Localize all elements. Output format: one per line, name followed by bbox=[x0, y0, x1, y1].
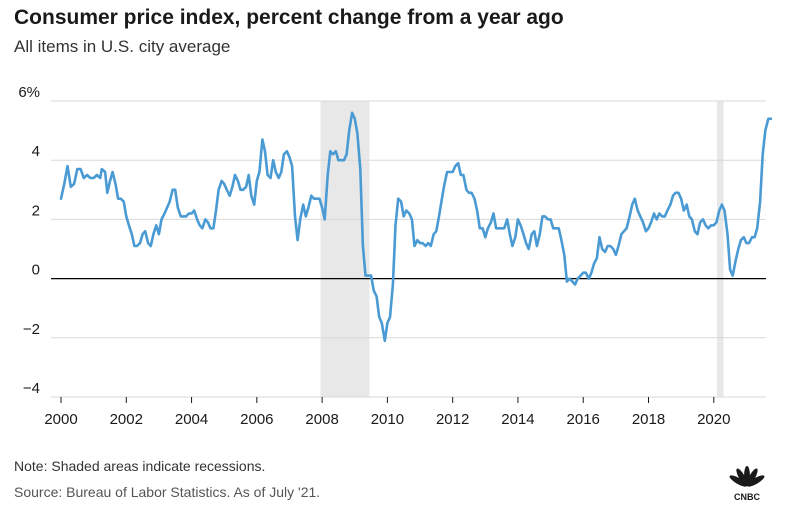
chart-subtitle: All items in U.S. city average bbox=[14, 37, 231, 56]
recession-band bbox=[717, 101, 724, 397]
cnbc-peacock-logo-icon: CNBC bbox=[729, 466, 765, 502]
source-note: Source: Bureau of Labor Statistics. As o… bbox=[14, 484, 321, 500]
x-tick-label: 2018 bbox=[632, 411, 665, 428]
cpi-series-line bbox=[59, 111, 773, 343]
chart-title: Consumer price index, percent change fro… bbox=[14, 6, 564, 29]
x-tick-label: 2020 bbox=[697, 411, 730, 428]
series-line-group bbox=[59, 111, 773, 343]
recession-note: Note: Shaded areas indicate recessions. bbox=[14, 458, 266, 474]
x-tick-label: 2010 bbox=[371, 411, 404, 428]
x-tick-label: 2016 bbox=[567, 411, 600, 428]
x-tick-label: 2004 bbox=[175, 411, 208, 428]
x-tick-label: 2008 bbox=[305, 411, 338, 428]
y-tick-labels-group: −4 −2 0 2 4 6% bbox=[18, 84, 40, 397]
x-tick-label: 2014 bbox=[501, 411, 534, 428]
gridlines-group bbox=[51, 100, 766, 398]
y-tick-label: 0 bbox=[32, 262, 40, 279]
logo-text: CNBC bbox=[734, 492, 760, 502]
y-tick-label: 6% bbox=[18, 84, 40, 101]
y-tick-label: −2 bbox=[23, 321, 40, 338]
y-tick-label: 2 bbox=[32, 202, 40, 219]
x-tick-label: 2000 bbox=[44, 411, 77, 428]
x-tick-labels-group: 2000 2002 2004 2006 2008 2010 2012 2014 2016 2018… bbox=[44, 397, 730, 428]
recession-shading-group bbox=[320, 101, 724, 397]
x-tick-label: 2006 bbox=[240, 411, 273, 428]
x-tick-label: 2012 bbox=[436, 411, 469, 428]
x-tick-label: 2002 bbox=[110, 411, 143, 428]
recession-band bbox=[320, 101, 370, 397]
y-tick-label: 4 bbox=[32, 143, 40, 160]
y-tick-label: −4 bbox=[23, 380, 40, 397]
